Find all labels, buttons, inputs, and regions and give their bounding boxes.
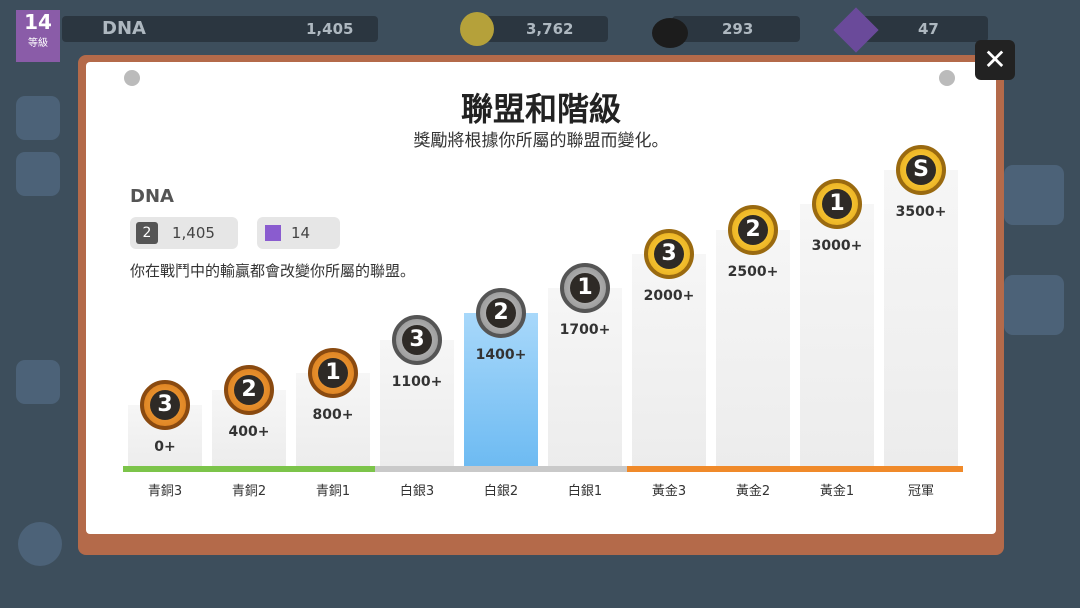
league-rank: 2 (738, 215, 768, 245)
league-name: 黃金1 (819, 484, 855, 499)
league-rank: 3 (402, 325, 432, 355)
league-rank: 2 (234, 375, 264, 405)
league-name: 白銀1 (567, 484, 603, 499)
player-name: DNA (130, 186, 174, 207)
league-bar (800, 204, 874, 470)
league-badge: 2 (728, 205, 778, 255)
league-badge: 1 (560, 263, 610, 313)
coins-bar: 3,762 (478, 16, 608, 42)
ground (375, 466, 459, 472)
league-badge: S (896, 145, 946, 195)
trophies: 1,405 (306, 20, 354, 38)
gems: 47 (918, 20, 939, 38)
trophy-chip: 2 1,405 (130, 217, 238, 249)
league-threshold: 3000+ (811, 238, 863, 254)
league-bar (632, 254, 706, 470)
league-threshold: 1700+ (559, 322, 611, 338)
league-badge: 2 (476, 288, 526, 338)
league-threshold: 400+ (228, 424, 270, 440)
league-rank: 1 (822, 189, 852, 219)
league-badge: 2 (224, 365, 274, 415)
side-button[interactable] (16, 152, 60, 196)
league-badge: 3 (140, 380, 190, 430)
dialog: 聯盟和階級 獎勵將根據你所屬的聯盟而變化。 DNA 2 1,405 14 你在戰… (86, 62, 996, 534)
player-name: DNA (102, 18, 146, 39)
close-button[interactable]: ✕ (975, 40, 1015, 80)
league-name: 白銀3 (399, 484, 435, 499)
league-threshold: 2500+ (727, 264, 779, 280)
league-rank: S (906, 155, 936, 185)
ground (123, 466, 207, 472)
side-button[interactable] (16, 96, 60, 140)
pin (124, 70, 140, 86)
side-button[interactable] (1004, 275, 1064, 335)
level-label: 等級 (28, 38, 48, 49)
league-name: 白銀2 (483, 484, 519, 499)
league-name: 青銅1 (315, 484, 351, 499)
league-bar (884, 170, 958, 470)
league-bar (716, 230, 790, 470)
league-threshold: 0+ (154, 439, 176, 455)
oil-icon (652, 18, 688, 48)
gem-icon (833, 7, 879, 53)
trophies: 1,405 (172, 224, 215, 242)
level: 14 (291, 224, 311, 242)
ground (291, 466, 375, 472)
league-threshold: 800+ (312, 407, 354, 423)
league-threshold: 1400+ (475, 347, 527, 363)
pin (939, 70, 955, 86)
league-bar (548, 288, 622, 470)
rank-icon: 2 (136, 222, 158, 244)
ground (459, 466, 543, 472)
league-badge: 1 (812, 179, 862, 229)
player-bar: DNA 1,405 (62, 16, 378, 42)
league-threshold: 2000+ (643, 288, 695, 304)
ground (795, 466, 879, 472)
oil: 293 (722, 20, 754, 38)
ground (207, 466, 291, 472)
ground (711, 466, 795, 472)
level-badge: 14 等級 (16, 10, 60, 62)
league-rank: 2 (486, 298, 516, 328)
coin-icon (460, 12, 494, 46)
title: 聯盟和階級 (460, 90, 621, 128)
league-threshold: 3500+ (895, 204, 947, 220)
league-name: 冠軍 (907, 484, 934, 499)
league-name: 黃金2 (735, 484, 771, 499)
settings-button[interactable] (18, 522, 62, 566)
league-name: 青銅2 (231, 484, 267, 499)
side-button[interactable] (1004, 165, 1064, 225)
league-rank: 1 (570, 273, 600, 303)
level-chip: 14 (257, 217, 340, 249)
level-icon (265, 225, 281, 241)
league-rank: 3 (150, 390, 180, 420)
league-rank: 1 (318, 358, 348, 388)
league-name: 黃金3 (651, 484, 687, 499)
oil-bar: 293 (672, 16, 800, 42)
league-badge: 3 (644, 229, 694, 279)
subtitle: 獎勵將根據你所屬的聯盟而變化。 (413, 131, 669, 151)
league-name: 青銅3 (147, 484, 183, 499)
ground (879, 466, 963, 472)
side-button[interactable] (16, 360, 60, 404)
ground (627, 466, 711, 472)
level: 14 (24, 10, 52, 34)
league-threshold: 1100+ (391, 374, 443, 390)
league-rank: 3 (654, 239, 684, 269)
league-bar (464, 313, 538, 470)
description: 你在戰鬥中的輸贏都會改變你所屬的聯盟。 (130, 262, 416, 280)
coins: 3,762 (526, 20, 574, 38)
league-badge: 1 (308, 348, 358, 398)
ground (543, 466, 627, 472)
gems-bar: 47 (862, 16, 988, 42)
league-badge: 3 (392, 315, 442, 365)
